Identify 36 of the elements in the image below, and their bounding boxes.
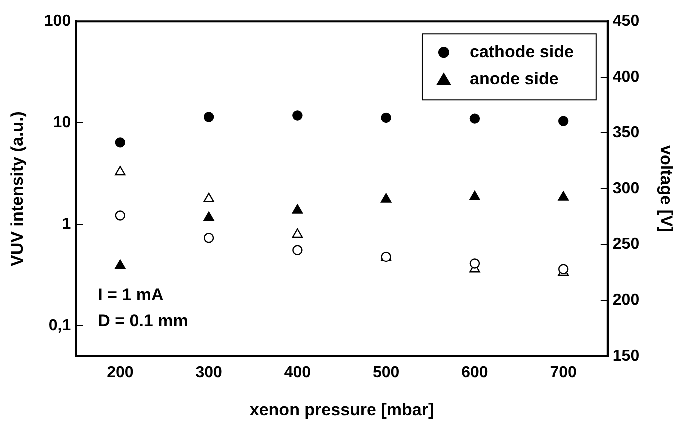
annotation: D = 0.1 mm — [98, 311, 188, 330]
point — [558, 116, 569, 126]
point — [115, 260, 126, 270]
y2-tick-label: 350 — [612, 124, 640, 142]
x-tick-label: 700 — [550, 364, 578, 382]
y2-tick-label: 200 — [612, 292, 640, 310]
point — [292, 204, 304, 214]
point — [380, 193, 392, 203]
point — [115, 138, 126, 148]
annotation: I = 1 mA — [98, 285, 164, 304]
y-tick-label: 1 — [62, 216, 72, 233]
x-axis-title: xenon pressure [mbar] — [250, 400, 434, 420]
x-tick-label: 300 — [196, 364, 222, 382]
point — [470, 114, 480, 124]
x-tick-label: 400 — [284, 364, 312, 382]
y2-tick-label: 450 — [612, 13, 640, 30]
point — [470, 191, 480, 200]
y2-tick-label: 150 — [612, 348, 640, 365]
y-tick-label: 0,1 — [48, 317, 72, 334]
legend-label: cathode side — [470, 42, 574, 62]
legend-label: anode side — [470, 69, 559, 88]
y-tick-label: 100 — [44, 13, 72, 30]
y-axis-title: VUV intensity (a.u.) — [8, 112, 27, 266]
y2-tick-label: 250 — [612, 236, 640, 254]
x-tick-label: 500 — [372, 364, 400, 382]
x-tick-label: 600 — [462, 364, 488, 382]
point — [204, 212, 214, 222]
y2-axis-title: voltage [V] — [657, 146, 676, 232]
point — [558, 191, 569, 201]
y-tick-label: 10 — [53, 114, 72, 132]
y2-tick-label: 300 — [612, 180, 640, 198]
point — [204, 112, 214, 122]
point — [292, 110, 303, 121]
y2-tick-label: 400 — [612, 68, 640, 86]
point — [381, 112, 392, 124]
x-tick-label: 200 — [107, 364, 134, 382]
